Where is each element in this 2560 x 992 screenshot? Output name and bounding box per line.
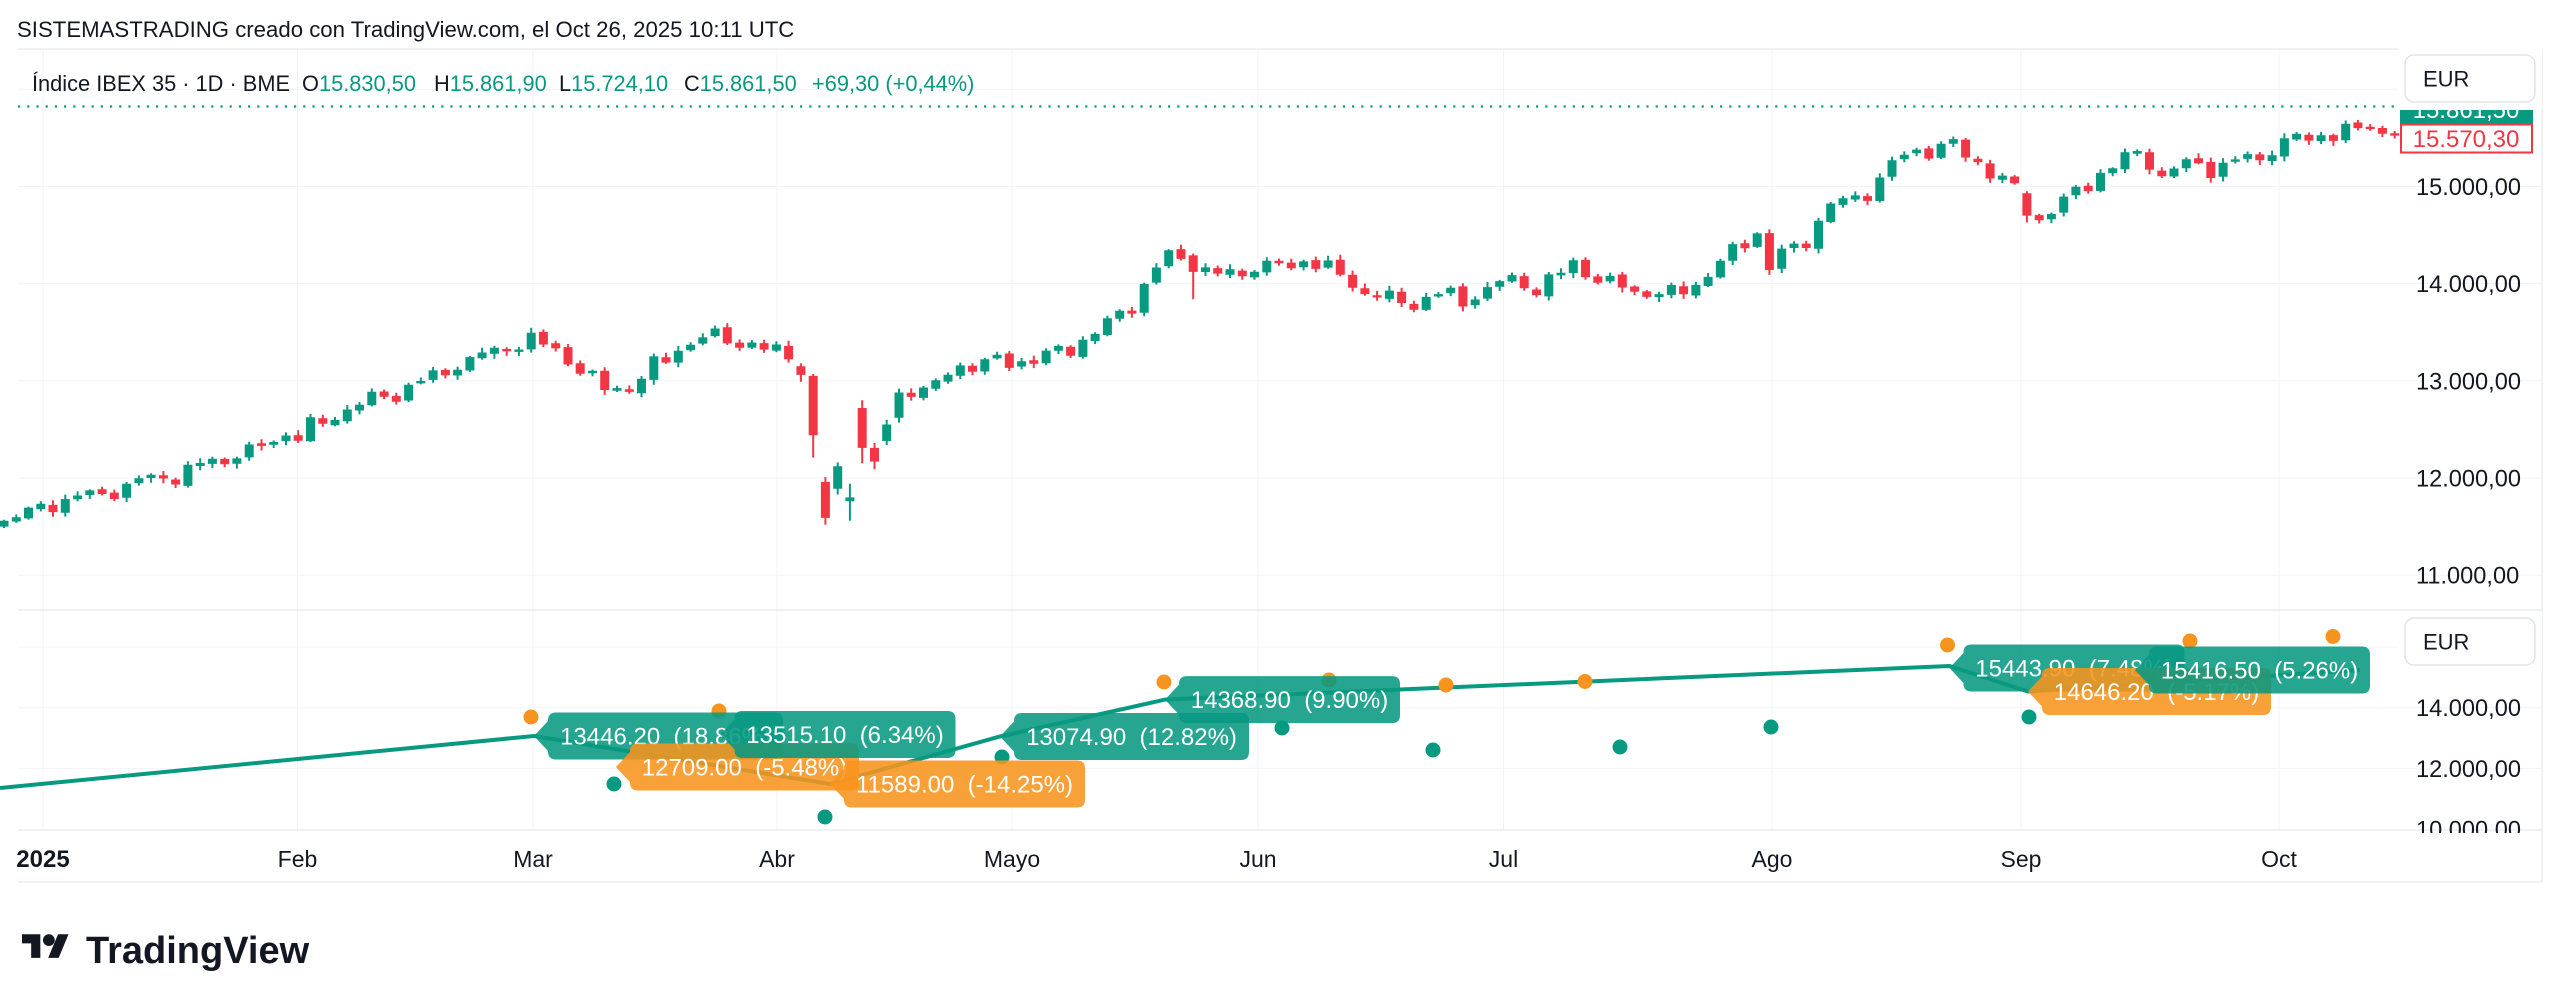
svg-text:Jun: Jun: [1239, 846, 1276, 872]
svg-text:Mayo: Mayo: [984, 846, 1040, 872]
svg-text:EUR: EUR: [2423, 67, 2469, 92]
svg-text:13.000,00: 13.000,00: [2416, 369, 2521, 395]
svg-text:Oct: Oct: [2261, 846, 2297, 872]
svg-text:Abr: Abr: [759, 846, 795, 872]
svg-text:Feb: Feb: [278, 846, 318, 872]
svg-text:Ago: Ago: [1752, 846, 1793, 872]
svg-text:15416.50 (5.26%): 15416.50 (5.26%): [2161, 658, 2358, 685]
svg-text:12.000,00: 12.000,00: [2416, 467, 2521, 493]
svg-text:11.000,00: 11.000,00: [2416, 564, 2519, 590]
svg-text:12.000,00: 12.000,00: [2416, 757, 2521, 783]
svg-text:Jul: Jul: [1489, 846, 1518, 872]
svg-text:14.000,00: 14.000,00: [2416, 696, 2521, 722]
svg-text:12709.00 (-5.48%): 12709.00 (-5.48%): [642, 755, 847, 782]
svg-text:SISTEMASTRADING creado con Tra: SISTEMASTRADING creado con TradingView.c…: [17, 17, 794, 42]
svg-text:15.000,00: 15.000,00: [2416, 175, 2521, 201]
svg-text:TradingView: TradingView: [86, 930, 310, 972]
svg-text:Mar: Mar: [513, 846, 553, 872]
svg-text:11589.00 (-14.25%): 11589.00 (-14.25%): [856, 772, 1073, 799]
svg-text:14.000,00: 14.000,00: [2416, 272, 2521, 298]
svg-text:13074.90 (12.82%): 13074.90 (12.82%): [1026, 724, 1237, 751]
svg-text:Sep: Sep: [2001, 846, 2042, 872]
svg-text:2025: 2025: [16, 846, 69, 873]
svg-text:EUR: EUR: [2423, 630, 2469, 655]
svg-text:14368.90 (9.90%): 14368.90 (9.90%): [1191, 687, 1388, 714]
svg-text:13515.10 (6.34%): 13515.10 (6.34%): [746, 722, 943, 749]
svg-text:15.570,30: 15.570,30: [2413, 126, 2520, 153]
